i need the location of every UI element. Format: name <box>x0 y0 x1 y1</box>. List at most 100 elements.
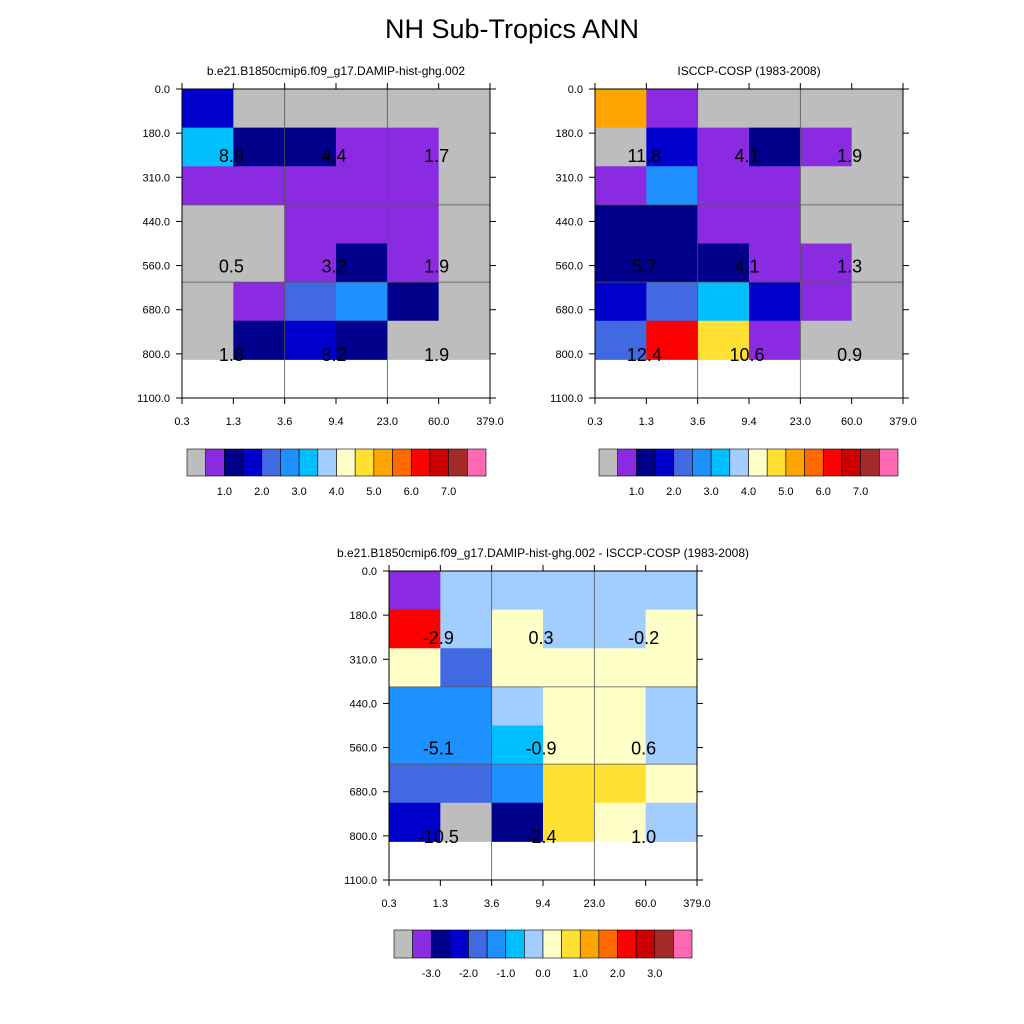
colorbar-swatch <box>748 448 768 477</box>
colorbar-swatch <box>392 448 412 477</box>
heatmap-cell <box>800 320 853 360</box>
colorbar-swatch <box>561 929 581 959</box>
x-tick-label: 0.3 <box>587 416 602 428</box>
colorbar-swatch <box>579 929 600 959</box>
x-tick-label: 9.4 <box>535 898 550 910</box>
heatmap-cell <box>697 204 750 244</box>
colorbar-swatch <box>710 448 731 477</box>
heatmap-cell <box>697 166 750 206</box>
cell-annotation: -5.1 <box>423 739 454 759</box>
colorbar-swatch <box>654 448 675 477</box>
heatmap-cell <box>284 127 337 167</box>
colorbar-swatch <box>280 448 300 477</box>
heatmap-cell <box>336 166 388 206</box>
colorbar-label: 2.0 <box>254 486 269 498</box>
heatmap-cell <box>336 204 388 244</box>
colorbar-swatch <box>410 448 431 477</box>
colorbar-swatch <box>524 929 544 959</box>
heatmap-cell <box>594 802 647 842</box>
cell-annotation: 11.8 <box>627 146 661 166</box>
cell-annotation: 8.2 <box>321 345 346 365</box>
colorbar-swatch <box>785 448 805 477</box>
heatmap-cell <box>387 166 440 206</box>
heatmap-cell <box>389 609 441 649</box>
heatmap-cell <box>440 764 493 804</box>
heatmap-cell <box>389 725 441 765</box>
heatmap-cell <box>800 243 853 283</box>
heatmap-cell <box>440 571 493 611</box>
heatmap-cell <box>438 166 491 206</box>
colorbar-swatch <box>205 448 225 477</box>
heatmap-cell <box>440 725 493 765</box>
colorbar-label: 0.0 <box>535 968 550 980</box>
y-tick-label: 680.0 <box>555 305 583 317</box>
cell-annotation: 0.3 <box>528 628 553 648</box>
colorbar-swatch <box>841 448 861 477</box>
cell-annotation: 1.9 <box>424 257 449 277</box>
heatmap-cell <box>284 282 337 322</box>
y-tick-label: 310.0 <box>349 654 377 666</box>
heatmap-cell <box>438 89 491 129</box>
y-tick-label: 0.0 <box>362 566 377 578</box>
colorbar-swatch <box>430 929 451 959</box>
heatmap-cell <box>749 320 801 360</box>
x-tick-label: 379.0 <box>476 416 504 428</box>
colorbar-swatch <box>336 448 356 477</box>
x-tick-label: 0.3 <box>174 416 189 428</box>
heatmap-cell <box>543 571 595 611</box>
colorbar-label: 6.0 <box>816 486 831 498</box>
x-tick-label: 60.0 <box>841 416 862 428</box>
heatmap-cell <box>491 764 544 804</box>
heatmap-cell <box>594 648 647 688</box>
colorbar-swatch <box>298 448 319 477</box>
heatmap-cell <box>646 204 699 244</box>
heatmap-cell <box>233 127 286 167</box>
heatmap-cell <box>645 802 698 842</box>
colorbar-swatch <box>393 929 413 959</box>
colorbar-swatch <box>505 929 525 959</box>
heatmap-cell <box>438 127 491 167</box>
heatmap-cell <box>440 648 493 688</box>
colorbar-swatch <box>766 448 787 477</box>
cell-annotation: 4.4 <box>321 146 346 166</box>
y-tick-label: 180.0 <box>349 610 377 622</box>
heatmap-cell <box>645 609 698 649</box>
heatmap-cell <box>182 282 234 322</box>
heatmap-cell <box>851 282 904 322</box>
heatmap-cell <box>336 320 388 360</box>
heatmap-cell <box>491 648 544 688</box>
colorbar-swatch <box>224 448 244 477</box>
heatmap-cell <box>646 166 699 206</box>
colorbar-label: 1.0 <box>217 486 232 498</box>
cell-annotation: 4.1 <box>734 257 759 277</box>
heatmap-cell <box>800 282 853 322</box>
heatmap-cell <box>594 571 647 611</box>
heatmap-cell <box>543 802 595 842</box>
colorbar-swatch <box>654 929 674 959</box>
y-tick-label: 560.0 <box>142 261 170 273</box>
colorbar-swatch <box>542 929 562 959</box>
heatmap-cell <box>389 802 441 842</box>
cell-annotation: 1.9 <box>424 345 449 365</box>
heatmap-cell <box>491 571 544 611</box>
heatmap-cell <box>851 243 904 283</box>
x-tick-label: 9.4 <box>328 416 343 428</box>
x-tick-label: 23.0 <box>790 416 811 428</box>
y-tick-label: 680.0 <box>349 787 377 799</box>
y-tick-label: 560.0 <box>555 261 583 273</box>
heatmap-cell <box>387 204 440 244</box>
y-tick-label: 440.0 <box>555 216 583 228</box>
colorbar-label: 5.0 <box>778 486 793 498</box>
cell-annotation: 0.9 <box>837 345 862 365</box>
colorbar-label: 4.0 <box>741 486 756 498</box>
heatmap-cell <box>646 320 699 360</box>
heatmap-cell <box>749 282 801 322</box>
colorbar-label: 2.0 <box>610 968 625 980</box>
heatmap-cell <box>284 243 337 283</box>
colorbar-swatch <box>598 929 618 959</box>
heatmap-cell <box>387 89 440 129</box>
y-tick-label: 1100.0 <box>550 393 583 405</box>
colorbar-label: -3.0 <box>422 968 441 980</box>
colorbar-swatch <box>636 448 656 477</box>
x-tick-label: 23.0 <box>584 898 605 910</box>
